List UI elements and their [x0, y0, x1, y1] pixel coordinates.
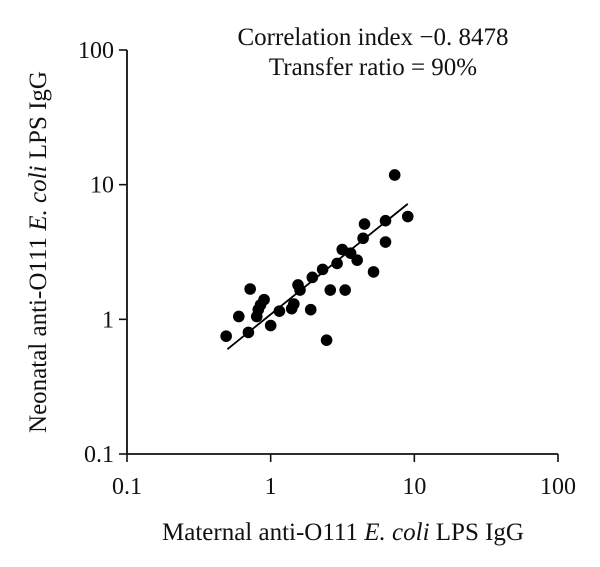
data-point [242, 326, 255, 339]
x-axis-title-italic: E. coli [363, 519, 429, 546]
y-axis-title-italic: E. coli [25, 165, 52, 231]
transfer-ratio-annotation: Transfer ratio = 90% [269, 54, 477, 81]
data-point [324, 284, 337, 296]
data-point [316, 263, 329, 276]
data-point [264, 319, 277, 332]
data-point [232, 310, 245, 323]
correlation-annotation: Correlation index −0. 8478 [238, 24, 509, 51]
axis-tick-labels: 0.1 1 10 100 0.1 1 10 100 [78, 38, 576, 500]
x-axis-title-prefix: Maternal anti-O111 [162, 519, 364, 546]
x-axis-title: Maternal anti-O111 E. coli LPS IgG [162, 519, 524, 546]
data-point [339, 284, 351, 296]
data-point [401, 210, 414, 223]
y-axis-title-prefix: Neonatal anti-O111 [25, 231, 52, 433]
y-tick-label: 0.1 [84, 442, 114, 468]
y-axis-title: Neonatal anti-O111 E. coli LPS IgG [25, 71, 52, 433]
data-point [294, 284, 306, 296]
data-point [273, 305, 286, 317]
data-point [358, 218, 371, 230]
y-axis-title-suffix: LPS IgG [25, 71, 52, 165]
data-point [351, 254, 363, 266]
y-tick-label: 10 [90, 173, 114, 199]
data-point [220, 330, 232, 342]
y-tick-label: 1 [102, 307, 114, 333]
x-tick-label: 1 [265, 474, 277, 500]
x-tick-label: 0.1 [112, 474, 142, 500]
data-point [331, 257, 343, 270]
data-point [258, 293, 270, 306]
data-point [379, 214, 392, 227]
data-point [357, 232, 369, 245]
axis-ticks [119, 49, 559, 462]
x-tick-label: 100 [540, 474, 576, 500]
y-tick-label: 100 [78, 38, 114, 64]
data-point [379, 236, 392, 248]
x-axis-title-suffix: LPS IgG [430, 519, 524, 546]
data-point [304, 303, 317, 316]
data-point [367, 266, 380, 278]
data-point [388, 169, 401, 181]
axes [126, 50, 558, 455]
data-point [288, 298, 300, 310]
data-point [244, 283, 256, 295]
data-points [220, 169, 414, 346]
x-tick-label: 10 [402, 474, 426, 500]
data-point [320, 334, 333, 346]
data-point [306, 271, 319, 284]
